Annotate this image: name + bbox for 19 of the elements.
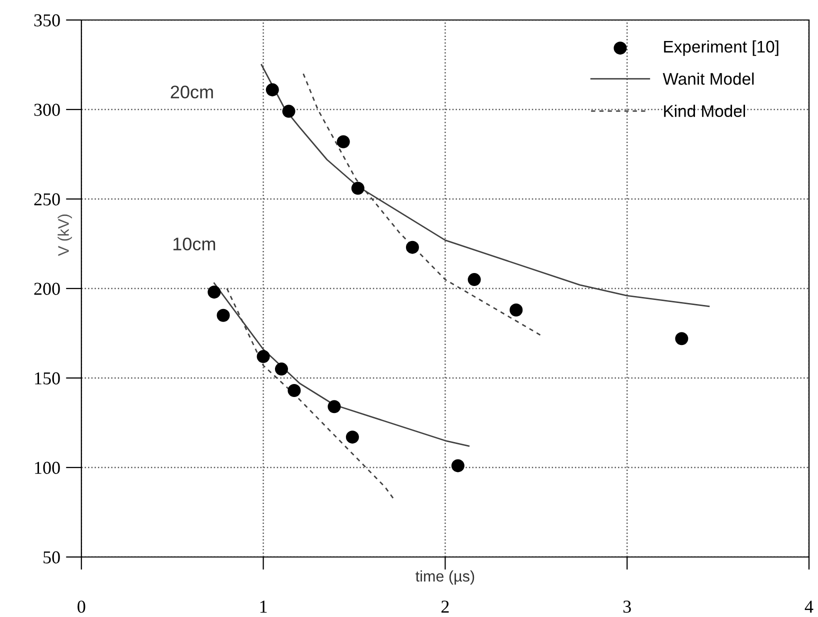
x-tick-label: 2	[441, 600, 449, 613]
x-axis-title: time (µs)	[416, 570, 474, 585]
legend-label: Kind Model	[664, 104, 745, 118]
legend-label: Experiment [10]	[664, 40, 778, 56]
x-tick-label: 3	[623, 600, 631, 613]
y-tick-label: 150	[35, 372, 60, 384]
y-tick-label: 100	[35, 462, 60, 474]
annotation: 10cm	[173, 238, 216, 250]
x-tick-label: 1	[260, 600, 267, 613]
x-tick-label: 0	[78, 600, 86, 613]
x-tick-label: 4	[804, 600, 814, 613]
annotation: 20cm	[170, 86, 213, 98]
legend-label: Wanit Model	[662, 72, 754, 85]
y-tick-label: 200	[34, 282, 60, 295]
y-tick-label: 250	[34, 193, 60, 206]
y-tick-label: 350	[34, 14, 60, 26]
y-axis-title: V (kV)	[58, 214, 72, 256]
y-tick-label: 50	[44, 551, 60, 564]
y-tick-label: 300	[34, 104, 60, 116]
